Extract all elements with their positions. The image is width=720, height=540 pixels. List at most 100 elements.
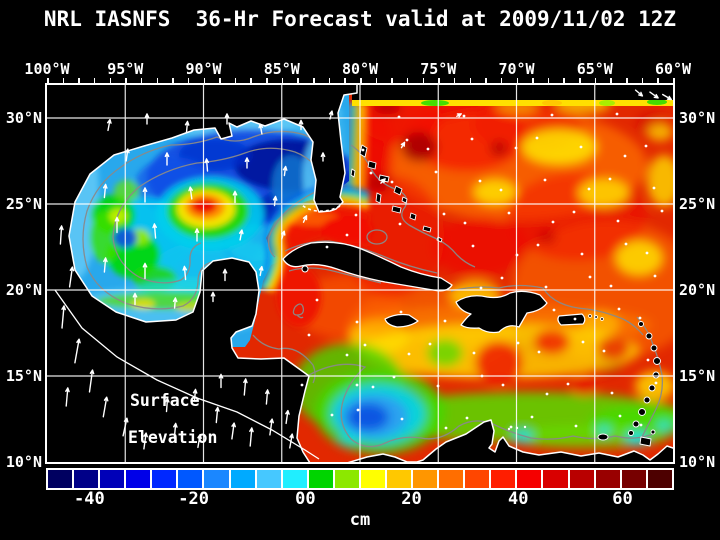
minor-tick <box>172 78 174 84</box>
colorbar-cell <box>413 470 438 488</box>
annotation-surface: Surface <box>130 391 200 410</box>
lat-axis-left: 30°N 25°N 20°N 15°N 10°N <box>0 0 43 540</box>
colorbar-tick-label: 20 <box>401 489 422 509</box>
landmass-isla-juventud <box>301 265 309 273</box>
current-vector-arrows <box>59 89 672 450</box>
minor-tick <box>422 78 425 84</box>
minor-tick <box>547 78 550 84</box>
minor-tick <box>156 78 159 84</box>
lat-tick-label: 20°N <box>679 281 716 299</box>
lat-axis-right: 30°N 25°N 20°N 15°N 10°N <box>679 0 720 540</box>
colorbar-cell <box>230 470 255 488</box>
minor-tick <box>78 78 80 84</box>
minor-tick <box>594 78 597 84</box>
landmass-jamaica <box>384 313 419 328</box>
lat-tick-label: 15°N <box>679 367 716 385</box>
colorbar-cell <box>360 470 386 488</box>
lat-tick-label: 30°N <box>5 109 42 127</box>
minor-tick <box>297 78 299 84</box>
colorbar-cell <box>387 470 412 488</box>
minor-tick <box>313 78 315 84</box>
minor-tick <box>93 78 96 84</box>
minor-tick <box>47 78 49 84</box>
lon-tick-label: 75°W <box>420 60 457 78</box>
minor-tick <box>328 78 331 84</box>
minor-tick <box>266 78 268 84</box>
lat-tick-label: 10°N <box>679 453 716 471</box>
minor-tick <box>203 78 205 84</box>
colorbar-cell <box>204 470 229 488</box>
lon-tick-label: 95°W <box>107 60 144 78</box>
colorbar-cell <box>178 470 203 488</box>
plot-title: NRL IASNFS 36-Hr Forecast valid at 2009/… <box>43 7 677 31</box>
colorbar-cell <box>100 470 125 488</box>
colorbar-cell <box>569 470 594 488</box>
minor-tick <box>626 78 628 84</box>
minor-tick <box>579 78 581 84</box>
colorbar-cell <box>491 470 516 488</box>
minor-tick <box>563 78 565 84</box>
minor-tick <box>485 78 487 84</box>
minor-tick <box>281 78 284 84</box>
colorbar-cell <box>256 470 281 488</box>
minor-tick <box>219 78 221 84</box>
colorbar-tick-label: 40 <box>508 489 529 509</box>
lat-tick-label: 15°N <box>5 367 42 385</box>
colorbar-cell <box>74 470 99 488</box>
minor-tick <box>673 78 675 84</box>
colorbar-cell <box>621 470 646 488</box>
colorbar-labels: -40 -20 00 20 40 60 <box>46 489 674 509</box>
lon-axis: 100°W 95°W 90°W 85°W 80°W 75°W 70°W 65°W 60°W <box>0 60 720 78</box>
colorbar-tick-label: 00 <box>295 489 316 509</box>
lon-tick-label: 65°W <box>576 60 613 78</box>
minor-tick <box>610 78 612 84</box>
colorbar-tick-label: -20 <box>178 489 209 509</box>
colorbar-cell <box>465 470 490 488</box>
colorbar-cell <box>48 470 73 488</box>
minor-tick <box>250 78 252 84</box>
minor-tick <box>125 78 127 84</box>
lon-tick-label: 80°W <box>341 60 379 78</box>
minor-tick <box>62 78 65 84</box>
colorbar <box>46 468 674 490</box>
lon-tick-label: 90°W <box>185 60 222 78</box>
map-svg: Surface Elevation <box>47 85 673 462</box>
minor-tick <box>109 78 112 84</box>
colorbar-cell <box>282 470 307 488</box>
minor-tick <box>406 78 409 84</box>
minor-tick <box>532 78 534 84</box>
landmass-hispaniola <box>455 290 548 334</box>
minor-tick <box>500 78 503 84</box>
minor-tick <box>391 78 393 84</box>
lat-tick-label: 10°N <box>5 453 42 471</box>
lat-tick-label: 25°N <box>679 195 716 213</box>
colorbar-cell <box>647 470 672 488</box>
lat-tick-label: 30°N <box>679 109 716 127</box>
landmass-bahamas <box>350 144 443 243</box>
annotation-elevation: Elevation <box>128 428 217 447</box>
minor-tick <box>375 78 378 84</box>
colorbar-cell <box>595 470 620 488</box>
minor-tick <box>516 78 518 84</box>
minor-tick <box>438 78 440 84</box>
lat-tick-label: 20°N <box>5 281 42 299</box>
colorbar-cell <box>334 470 359 488</box>
colorbar-tick-label: -40 <box>73 489 105 509</box>
minor-tick <box>641 78 644 84</box>
minor-tick <box>234 78 237 84</box>
minor-tick <box>187 78 190 84</box>
pacific-coastline <box>54 289 320 460</box>
colorbar-cell <box>439 470 464 488</box>
landmass-lesser-antilles <box>588 314 661 447</box>
minor-tick <box>453 78 456 84</box>
axis-minor-ticks <box>47 78 675 84</box>
lat-tick-label: 25°N <box>5 195 42 213</box>
lon-tick-label: 100°W <box>24 60 70 78</box>
colorbar-cell <box>543 470 568 488</box>
minor-tick <box>657 78 659 84</box>
model-north-boundary <box>352 85 673 106</box>
minor-tick <box>140 78 143 84</box>
colorbar-cell <box>308 470 333 488</box>
colorbar-cell <box>517 470 542 488</box>
